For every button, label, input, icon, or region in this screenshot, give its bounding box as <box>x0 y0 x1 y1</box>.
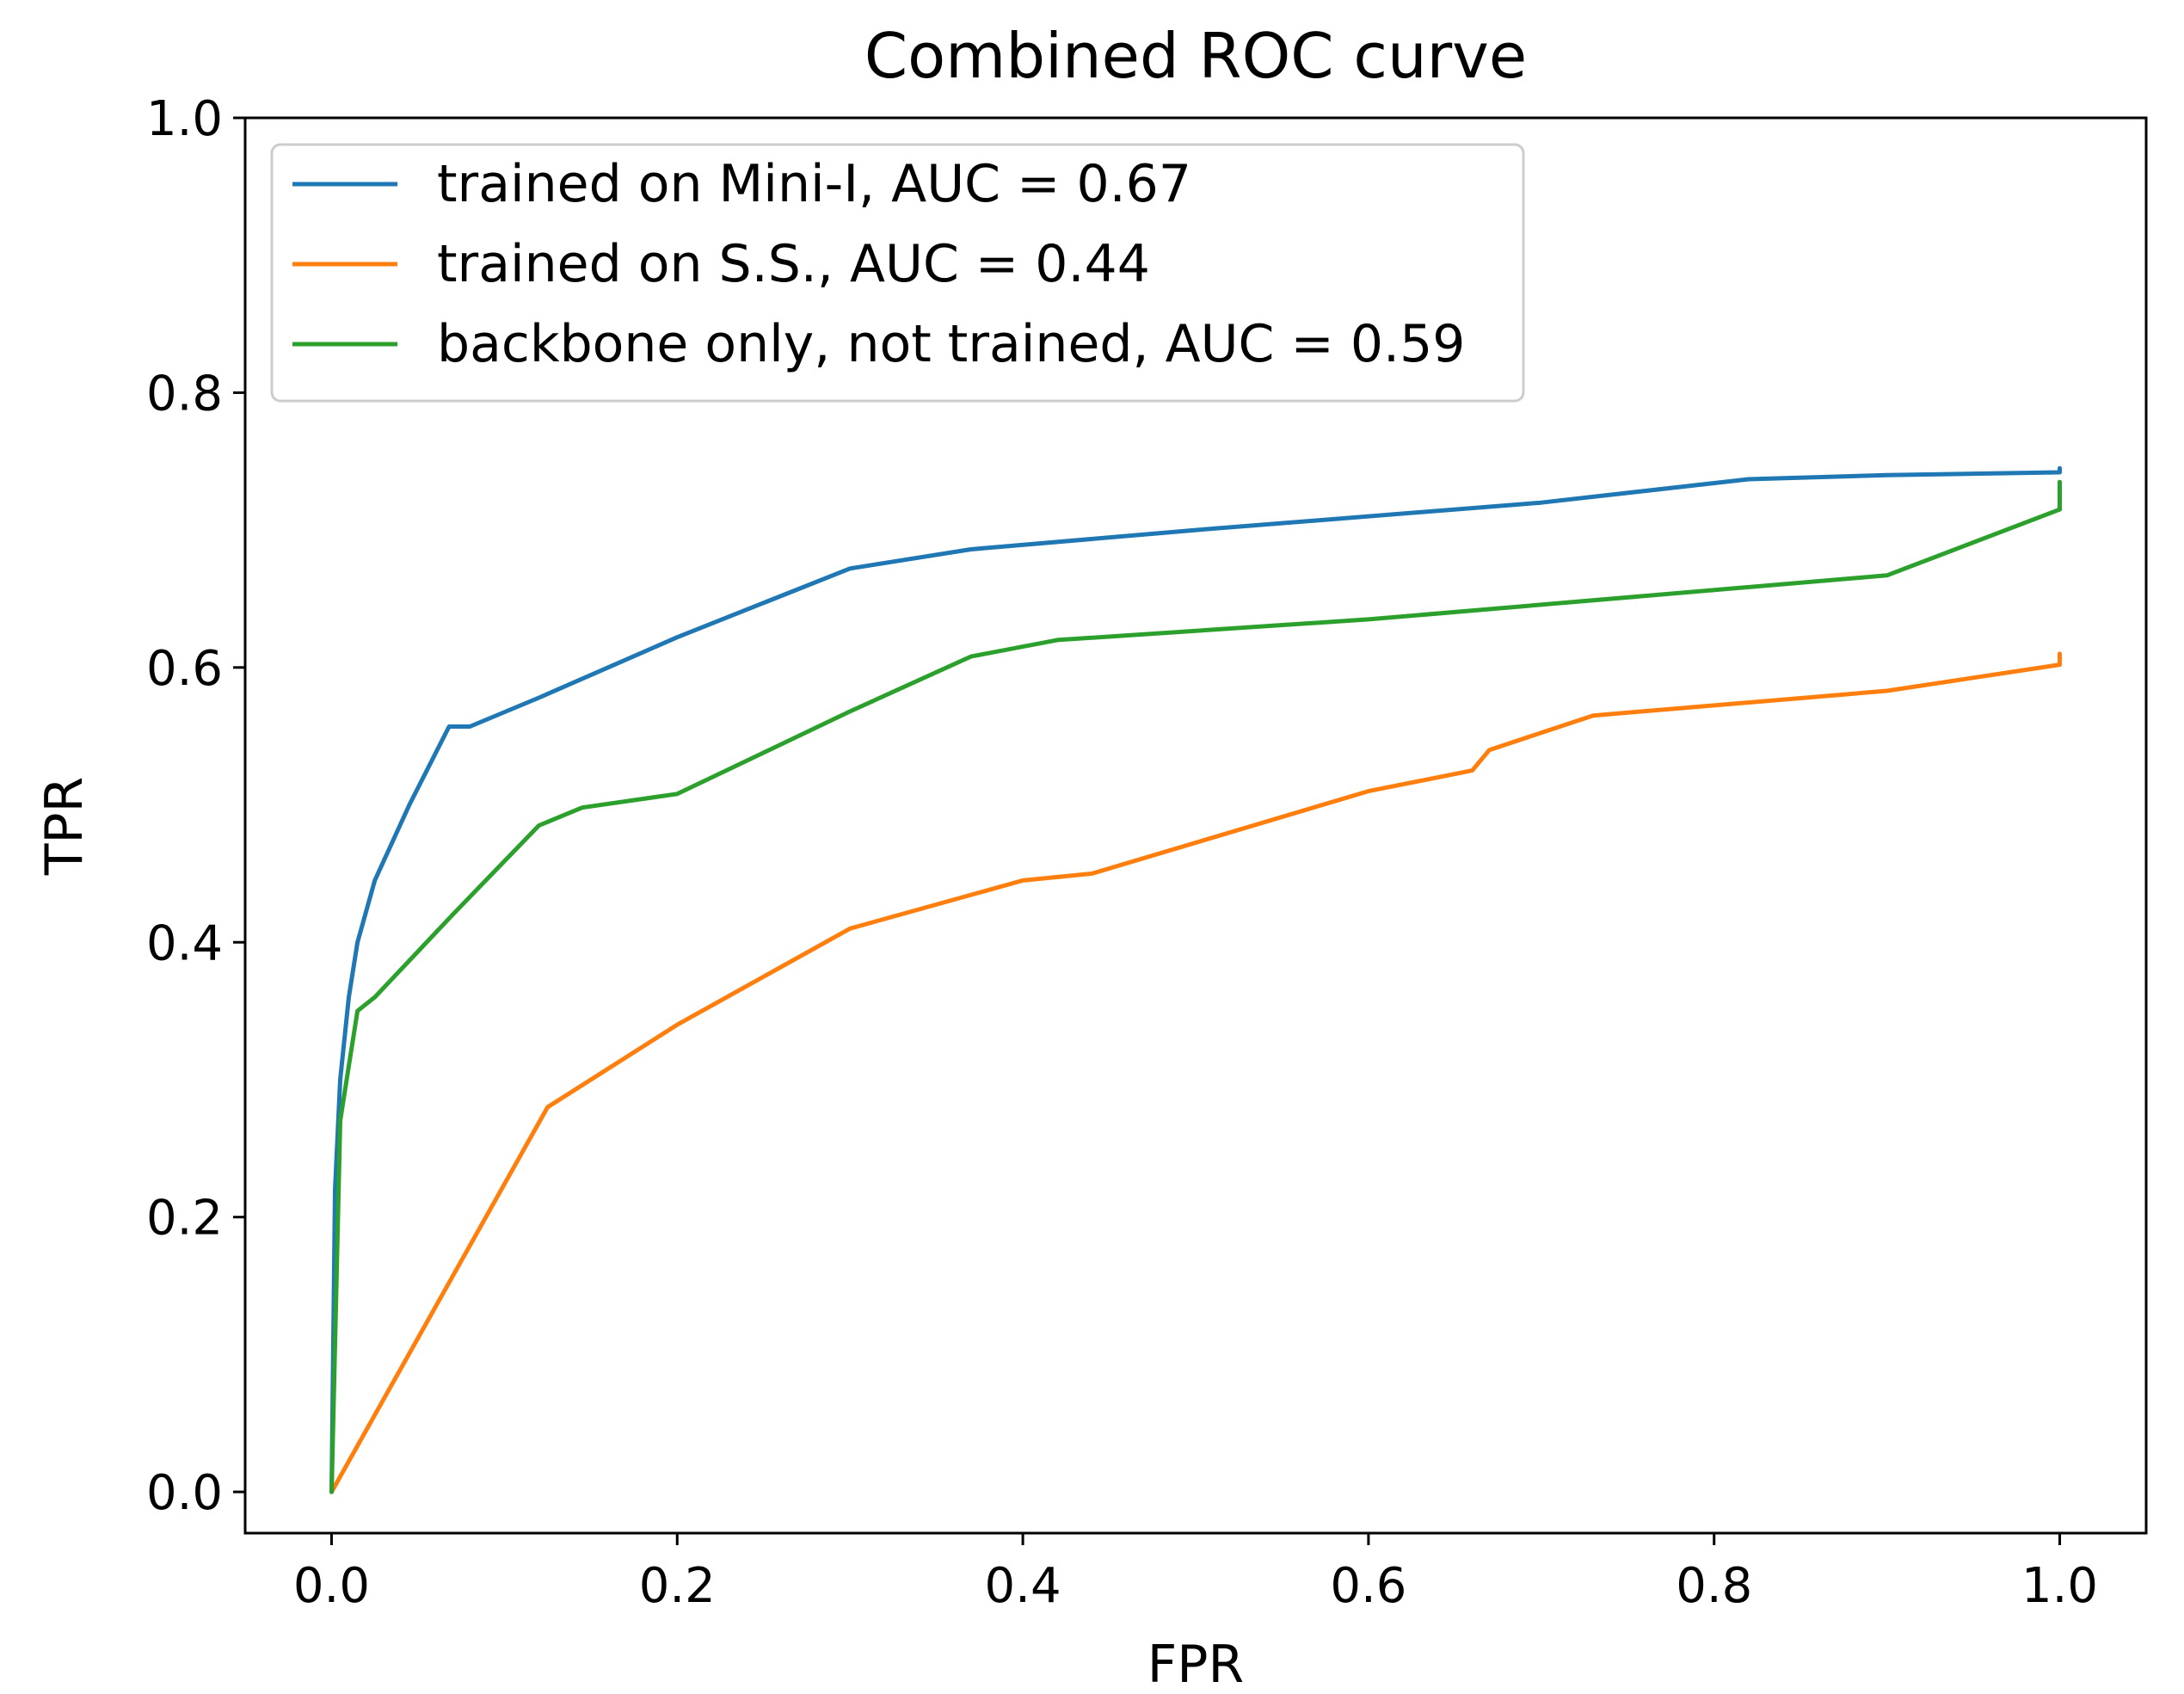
x-tick-label: 1.0 <box>2021 1558 2098 1614</box>
x-axis-label: FPR <box>1147 1635 1244 1694</box>
y-axis-ticks: 0.0 0.2 0.4 0.6 0.8 1.0 <box>146 91 245 1521</box>
x-tick-label: 0.8 <box>1676 1558 1752 1614</box>
x-axis-ticks: 0.0 0.2 0.4 0.6 0.8 1.0 <box>293 1533 2098 1614</box>
legend-label-backbone: backbone only, not trained, AUC = 0.59 <box>437 314 1465 374</box>
y-tick-label: 0.0 <box>146 1465 223 1521</box>
y-tick-label: 0.6 <box>146 641 223 697</box>
chart-title: Combined ROC curve <box>864 20 1527 92</box>
series-layer <box>329 465 2062 1494</box>
x-tick-label: 0.2 <box>639 1558 716 1614</box>
y-tick-label: 0.2 <box>146 1191 223 1247</box>
y-tick-label: 0.4 <box>146 915 223 971</box>
x-tick-label: 0.0 <box>293 1558 370 1614</box>
legend-box <box>270 143 1525 403</box>
plot-area-frame <box>243 116 2148 1535</box>
y-tick-label: 0.8 <box>146 366 223 422</box>
legend-label-ss: trained on S.S., AUC = 0.44 <box>437 234 1150 294</box>
series-line-mini-i <box>329 465 2062 1494</box>
series-line-backbone <box>329 479 2062 1494</box>
y-axis-label: TPR <box>34 777 95 877</box>
x-tick-label: 0.6 <box>1330 1558 1406 1614</box>
x-tick-label: 0.4 <box>985 1558 1061 1614</box>
legend-label-mini-i: trained on Mini-I, AUC = 0.67 <box>437 154 1191 214</box>
legend: trained on Mini-I, AUC = 0.67 trained on… <box>270 143 1525 403</box>
y-tick-label: 1.0 <box>146 91 223 147</box>
series-line-ss <box>329 651 2062 1494</box>
